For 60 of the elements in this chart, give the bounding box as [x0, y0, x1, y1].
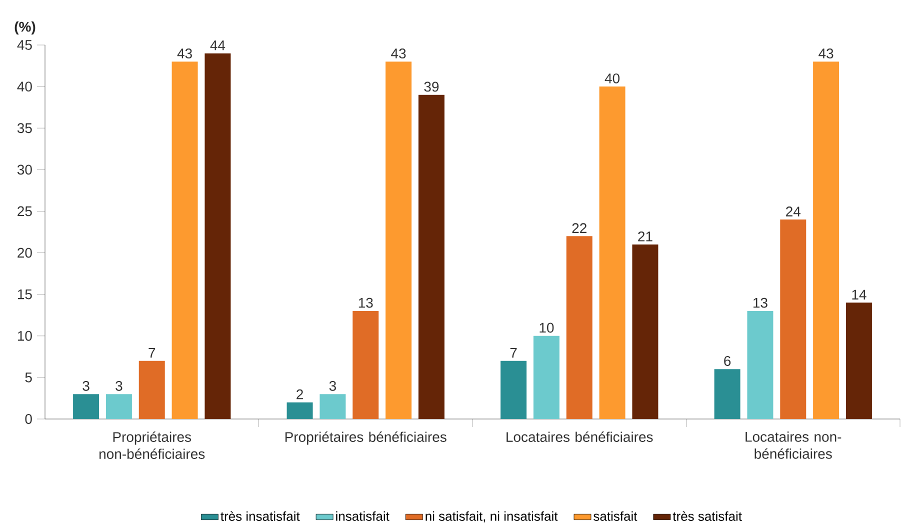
y-tick-label: 25	[18, 206, 32, 216]
bar	[73, 394, 100, 419]
data-label: 13	[753, 298, 768, 308]
legend-label: très insatisfait	[220, 511, 300, 521]
y-tick-label: 0	[25, 414, 32, 424]
data-label: 40	[604, 73, 620, 84]
y-tick-label: 30	[17, 164, 32, 175]
legend-label: ni satisfait, ni insatisfait	[426, 511, 558, 522]
legend-label: insatisfait	[336, 511, 390, 521]
y-tick-label: 45	[17, 40, 32, 50]
bar	[172, 62, 198, 419]
bar	[533, 336, 560, 419]
data-label: 43	[391, 48, 406, 58]
bar	[106, 394, 132, 419]
data-label: 24	[786, 206, 801, 216]
y-axis-title: (%)	[14, 21, 36, 34]
data-label: 39	[424, 82, 439, 92]
bar	[286, 402, 313, 419]
data-label: 2	[296, 389, 303, 400]
bar	[320, 394, 346, 419]
bar	[418, 94, 444, 419]
y-tick-label: 10	[18, 330, 32, 341]
y-tick-label: 35	[17, 123, 32, 134]
bar	[846, 302, 872, 419]
y-tick-label: 5	[25, 372, 32, 382]
bar	[138, 360, 165, 419]
bar	[780, 220, 806, 419]
bar	[566, 236, 592, 419]
bar	[714, 369, 740, 419]
bar	[747, 310, 774, 419]
data-label: 44	[210, 40, 226, 50]
data-label: 6	[724, 356, 731, 366]
bar	[352, 310, 379, 419]
x-tick-label: Locataires non-bénéficiaires	[746, 432, 842, 459]
data-label: 3	[116, 380, 122, 391]
data-label: 43	[818, 48, 834, 58]
y-tick-label: 15	[18, 289, 32, 300]
data-label: 22	[572, 223, 586, 233]
data-label: 13	[358, 298, 373, 308]
x-tick-label: Propriétaires bénéficiaires	[285, 432, 446, 445]
y-tick-label: 20	[18, 248, 32, 258]
data-label: 21	[638, 231, 652, 242]
bar	[599, 86, 626, 419]
data-label: 43	[177, 48, 192, 58]
x-tick-label: Propriétaires non-bénéficiaires	[100, 432, 205, 459]
data-label: 7	[148, 348, 156, 358]
bar	[632, 244, 658, 419]
data-label: 3	[82, 380, 90, 391]
bar	[204, 53, 231, 419]
bar	[813, 62, 840, 419]
bar	[500, 360, 527, 419]
bar	[386, 62, 412, 419]
data-label: 14	[852, 290, 866, 300]
legend-label: satisfait	[594, 511, 638, 521]
y-tick-label: 40	[17, 82, 32, 92]
data-label: 7	[510, 348, 517, 358]
x-tick-label: Locataires bénéficiaires	[506, 432, 653, 442]
data-label: 3	[329, 380, 336, 391]
legend-label: très satisfait	[672, 511, 742, 521]
data-label: 10	[540, 322, 554, 333]
